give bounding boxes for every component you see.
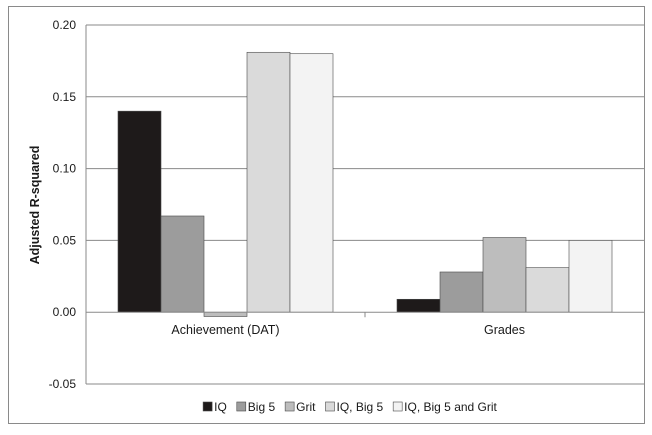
- legend-label: IQ, Big 5 and Grit: [404, 400, 497, 414]
- bars: [117, 51, 613, 317]
- legend-item: Big 5: [236, 400, 276, 414]
- bar-iq-1: [396, 298, 441, 313]
- bar-iq-big-5-1: [525, 267, 570, 313]
- bar-iq-0: [117, 110, 162, 313]
- y-tick-label: 0.05: [53, 233, 77, 247]
- legend-swatch: [202, 401, 213, 412]
- y-tick-labels: -0.05 0.00 0.05 0.10 0.15 0.20: [49, 18, 77, 391]
- legend-swatch: [236, 401, 247, 412]
- legend-swatch: [325, 401, 335, 412]
- legend: IQ Big 5 Grit IQ, Big 5 IQ, Big 5 and Grit: [202, 400, 498, 414]
- legend-label: Grit: [296, 400, 316, 414]
- y-tick-label: 0.10: [53, 162, 77, 176]
- legend-item: IQ: [202, 400, 227, 414]
- legend-label: Big 5: [248, 400, 276, 414]
- y-axis-label: Adjusted R-squared: [28, 146, 42, 265]
- legend-item: Grit: [284, 400, 316, 414]
- bar-big-5-1: [439, 271, 484, 313]
- bar-iq-big-5-0: [246, 51, 291, 313]
- category-label: Achievement (DAT): [171, 323, 279, 337]
- category-label: Grades: [484, 323, 525, 337]
- y-tick-label: 0.20: [53, 18, 77, 32]
- bar-grit-0: [203, 311, 248, 317]
- bar-iq-big-5-and-grit-1: [568, 240, 613, 313]
- y-tick-label: 0.15: [53, 90, 77, 104]
- legend-label: IQ, Big 5: [336, 400, 383, 414]
- category-labels: Achievement (DAT) Grades: [171, 312, 525, 337]
- legend-item: IQ, Big 5 and Grit: [392, 400, 498, 414]
- y-tick-label: -0.05: [49, 377, 77, 391]
- bar-big-5-0: [160, 215, 205, 313]
- bar-iq-big-5-and-grit-0: [289, 53, 334, 313]
- legend-swatch: [392, 401, 403, 412]
- legend-item: IQ, Big 5: [325, 400, 383, 414]
- bar-grit-1: [482, 237, 527, 313]
- y-tick-label: 0.00: [53, 305, 77, 319]
- legend-label: IQ: [214, 400, 227, 414]
- legend-swatch: [284, 401, 295, 412]
